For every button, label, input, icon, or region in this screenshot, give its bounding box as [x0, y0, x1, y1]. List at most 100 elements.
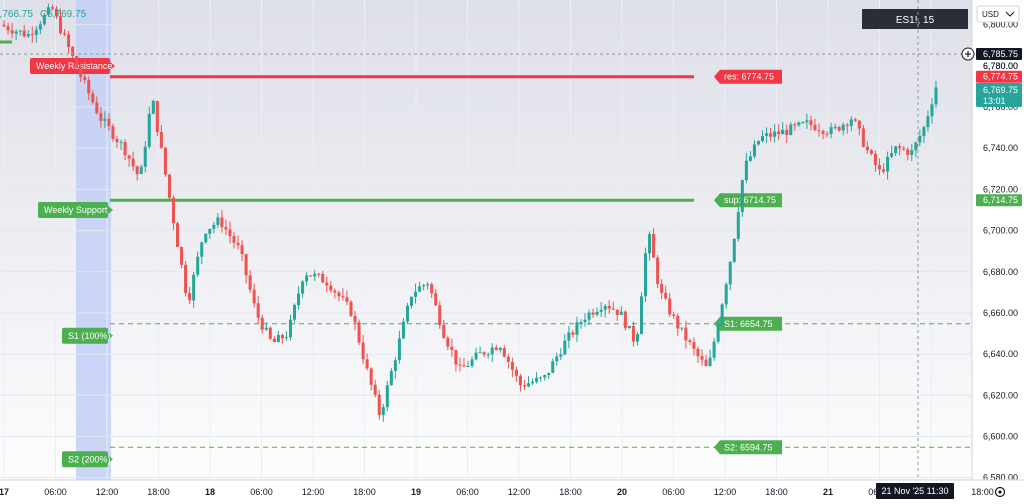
- candle: [623, 310, 627, 331]
- crosshair-price-label: 6,785.75: [976, 48, 1022, 61]
- price-axis-tick: 6,640.00: [983, 349, 1018, 359]
- candle: [131, 151, 135, 172]
- candle: [2, 20, 6, 28]
- candle: [139, 164, 143, 175]
- price-axis-tick: 6,760.00: [983, 102, 1018, 112]
- candle: [30, 26, 34, 43]
- s1-label: S1 (100%): [62, 327, 113, 344]
- candle: [825, 131, 829, 138]
- candle: [708, 349, 712, 367]
- candle: [926, 110, 930, 132]
- candle: [898, 143, 902, 156]
- candle: [236, 235, 240, 250]
- candle: [184, 260, 188, 297]
- candle: [119, 139, 123, 151]
- s1-price-tag: S1: 6654.75: [714, 316, 782, 331]
- candle: [410, 296, 414, 309]
- candle: [212, 221, 216, 234]
- time-axis-labels: 17 06:00 12:00 18:00 18 06:00 12:00 18:00 19 06:0…: [0, 487, 994, 497]
- candle: [882, 163, 886, 174]
- candle: [498, 346, 502, 353]
- candle: [547, 372, 551, 379]
- candle: [256, 296, 260, 324]
- candle: [268, 326, 272, 341]
- currency-selector[interactable]: [976, 5, 1020, 23]
- candle: [216, 213, 220, 229]
- candle: [906, 147, 910, 161]
- candle: [14, 29, 18, 40]
- candle: [676, 313, 680, 337]
- candle: [567, 325, 571, 349]
- candle: [611, 301, 615, 311]
- svg-text:Weekly Resistance: Weekly Resistance: [36, 61, 112, 71]
- candle: [67, 31, 71, 54]
- candle: [603, 304, 607, 318]
- candle: [466, 360, 470, 368]
- candle: [305, 272, 309, 286]
- plus-circle-icon[interactable]: [961, 47, 975, 61]
- candle: [79, 62, 83, 83]
- candle: [18, 29, 22, 36]
- crosshair: [0, 0, 975, 480]
- candle: [510, 357, 514, 378]
- time-axis-tick: 18:00: [353, 487, 376, 497]
- candle: [502, 345, 506, 358]
- candle: [430, 282, 434, 299]
- time-axis-bg[interactable]: [0, 480, 1024, 504]
- candle: [769, 127, 773, 142]
- candle: [321, 270, 325, 283]
- candle: [135, 165, 139, 181]
- candle: [272, 336, 276, 343]
- time-axis-tick: 19: [411, 487, 421, 497]
- candle: [91, 89, 95, 105]
- candle: [438, 301, 442, 329]
- candle: [228, 221, 232, 244]
- candle: [728, 261, 732, 291]
- candle: [422, 283, 426, 291]
- candle: [99, 106, 103, 128]
- candle: [668, 292, 672, 317]
- candle: [635, 331, 639, 346]
- symbol-badge: ES1!, 15: [896, 15, 935, 26]
- svg-text:6,774.75: 6,774.75: [983, 72, 1018, 82]
- candle: [539, 376, 543, 382]
- candle: [563, 334, 567, 356]
- candle: [575, 316, 579, 342]
- candle: [869, 148, 873, 156]
- candle: [934, 80, 938, 108]
- candle: [639, 292, 643, 335]
- candle: [704, 354, 708, 367]
- candle: [599, 301, 603, 317]
- candle: [660, 279, 664, 300]
- time-axis-tick: 06:00: [250, 487, 273, 497]
- candle: [454, 349, 458, 372]
- candle: [615, 309, 619, 322]
- candle: [648, 231, 652, 261]
- candle: [761, 130, 765, 143]
- candle: [559, 347, 563, 361]
- candle: [535, 372, 539, 384]
- s2-label: S2 (200%): [62, 451, 113, 468]
- settings-gear-icon[interactable]: [994, 486, 1006, 498]
- candle: [821, 129, 825, 139]
- svg-text:6,714.75: 6,714.75: [983, 195, 1018, 205]
- candle: [54, 5, 58, 20]
- candle: [672, 311, 676, 320]
- price-axis-tick: 6,660.00: [983, 308, 1018, 318]
- candle: [595, 307, 599, 317]
- candle: [46, 3, 50, 17]
- candle: [75, 55, 79, 69]
- axis-tags: 6,785.756,780.006,774.756,769.7513:016,7…: [876, 48, 1022, 499]
- price-axis-tick: 6,740.00: [983, 143, 1018, 153]
- candle: [579, 318, 583, 329]
- candle: [886, 151, 890, 180]
- candle: [10, 23, 14, 39]
- time-axis-tick: 12:00: [508, 487, 531, 497]
- candle: [619, 306, 623, 316]
- candle: [34, 25, 38, 43]
- time-axis-tick: 12:00: [714, 487, 737, 497]
- candle: [551, 358, 555, 374]
- svg-text:Weekly Support: Weekly Support: [44, 205, 108, 215]
- candle: [155, 100, 159, 137]
